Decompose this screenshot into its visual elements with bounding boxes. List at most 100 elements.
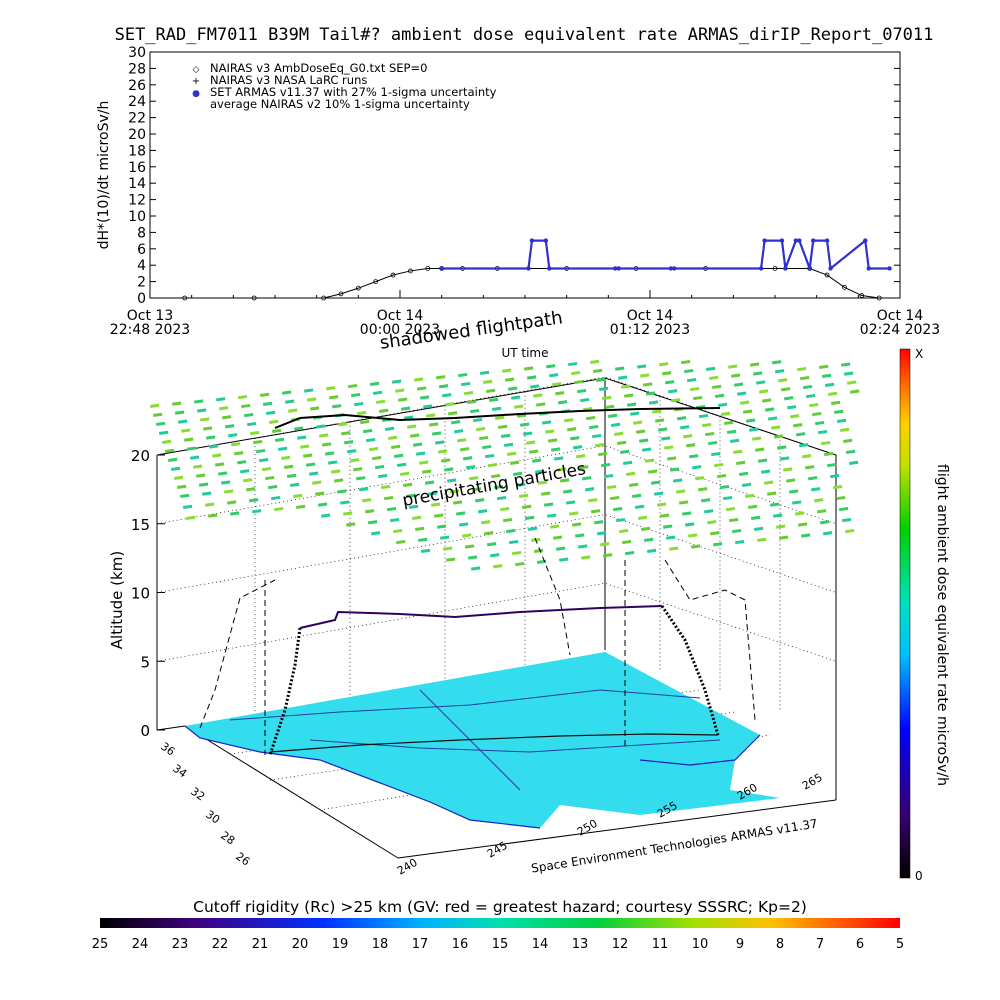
- particle-mark: [770, 425, 781, 430]
- particle-mark: [595, 442, 605, 448]
- particle-mark: [566, 427, 577, 432]
- particle-mark: [613, 431, 624, 436]
- cutoff-tick-label: 12: [612, 937, 629, 952]
- nairas-point: [842, 284, 847, 290]
- particle-mark: [552, 382, 562, 387]
- y-tick-label: 2: [137, 275, 146, 291]
- y-tick-label: 14: [128, 176, 146, 192]
- particle-mark: [705, 431, 715, 437]
- particle-mark: [287, 473, 297, 478]
- particle-mark: [757, 537, 767, 542]
- ground-track: [269, 733, 719, 753]
- particle-mark: [184, 437, 194, 442]
- particle-mark: [372, 390, 383, 395]
- particle-mark: [553, 535, 563, 540]
- particle-mark: [642, 447, 652, 452]
- dose-colorbar-gradient: [899, 348, 911, 879]
- particle-mark: [761, 469, 771, 474]
- particle-mark: [756, 380, 766, 385]
- particle-mark: [726, 506, 736, 512]
- particle-mark: [536, 402, 546, 407]
- particle-mark: [664, 445, 674, 450]
- particle-mark: [742, 482, 752, 487]
- particle-mark: [594, 520, 604, 525]
- particle-mark: [667, 456, 677, 461]
- nairas-point: [876, 295, 882, 301]
- particle-mark: [519, 493, 529, 498]
- particle-mark: [661, 436, 671, 441]
- armas-point: [828, 266, 833, 271]
- particle-mark: [828, 391, 838, 396]
- dose-colorbar: X 0 flight ambient dose equivalent rate …: [899, 347, 950, 883]
- particle-mark: [780, 456, 790, 461]
- flightpath-3d-line: [299, 605, 663, 629]
- legend-symbol-0: ◇: [193, 65, 200, 75]
- particle-mark: [208, 444, 219, 449]
- top-y-axis-label: dH*(10)/dt microSv/h: [96, 101, 112, 250]
- latitude-tick-label: 28: [218, 829, 237, 848]
- particle-mark: [331, 469, 341, 474]
- particle-mark: [371, 455, 382, 461]
- particle-mark: [629, 482, 639, 487]
- particle-mark: [250, 430, 260, 436]
- particle-mark: [378, 473, 388, 479]
- particle-mark: [416, 451, 426, 456]
- particle-mark: [555, 391, 565, 396]
- particle-mark: [657, 502, 667, 507]
- particle-mark: [414, 526, 425, 531]
- particle-mark: [510, 460, 520, 465]
- particle-mark: [350, 392, 361, 398]
- particle-mark: [530, 384, 540, 389]
- particle-mark: [777, 445, 787, 450]
- particle-mark: [391, 444, 401, 449]
- particle-mark: [618, 375, 628, 380]
- altitude-ticks: 0 5 10 15 20: [131, 447, 165, 740]
- cutoff-tick-label: 25: [92, 937, 109, 952]
- particle-mark: [588, 498, 598, 503]
- particle-mark: [168, 457, 178, 462]
- particle-mark: [671, 398, 681, 403]
- particle-mark: [487, 462, 498, 468]
- particle-mark: [844, 371, 854, 376]
- particle-mark: [702, 422, 712, 428]
- particle-mark: [281, 455, 291, 460]
- dose-colorbar-label: flight ambient dose equivalent rate micr…: [934, 464, 950, 786]
- particle-mark: [300, 444, 310, 449]
- particle-mark: [327, 460, 338, 465]
- particle-mark: [565, 500, 576, 505]
- particle-mark: [180, 493, 190, 498]
- particle-mark: [706, 366, 716, 371]
- ground-map: [184, 652, 780, 829]
- particle-mark: [773, 513, 783, 518]
- particle-mark: [448, 411, 458, 416]
- particle-mark: [766, 491, 777, 496]
- particle-mark: [626, 471, 636, 476]
- particle-mark: [842, 438, 853, 443]
- particle-mark: [541, 491, 551, 496]
- particle-mark: [371, 531, 381, 536]
- particle-mark: [277, 446, 288, 451]
- particle-mark: [790, 414, 800, 419]
- particle-mark: [778, 535, 789, 540]
- particle-mark: [558, 400, 568, 405]
- particle-mark: [736, 460, 746, 465]
- legend-symbol-1: +: [192, 76, 200, 87]
- particle-mark: [787, 405, 797, 410]
- particle-mark: [680, 425, 690, 430]
- particle-mark: [845, 528, 855, 534]
- particle-mark: [395, 388, 405, 393]
- armas-point: [613, 266, 618, 271]
- precipitating-particles-label: precipitating particles: [401, 459, 588, 511]
- particle-mark: [268, 484, 278, 490]
- particle-mark: [776, 524, 786, 529]
- y-tick-label: 16: [128, 160, 146, 176]
- armas-point: [779, 238, 785, 243]
- dose-colorbar-max: X: [915, 347, 923, 361]
- particle-mark: [646, 391, 656, 396]
- particle-mark: [597, 531, 607, 536]
- cutoff-tick-label: 5: [896, 937, 904, 952]
- particle-mark: [570, 370, 581, 376]
- particle-mark: [171, 466, 181, 471]
- cutoff-rigidity-gradient: [100, 918, 900, 928]
- particle-mark: [715, 393, 725, 398]
